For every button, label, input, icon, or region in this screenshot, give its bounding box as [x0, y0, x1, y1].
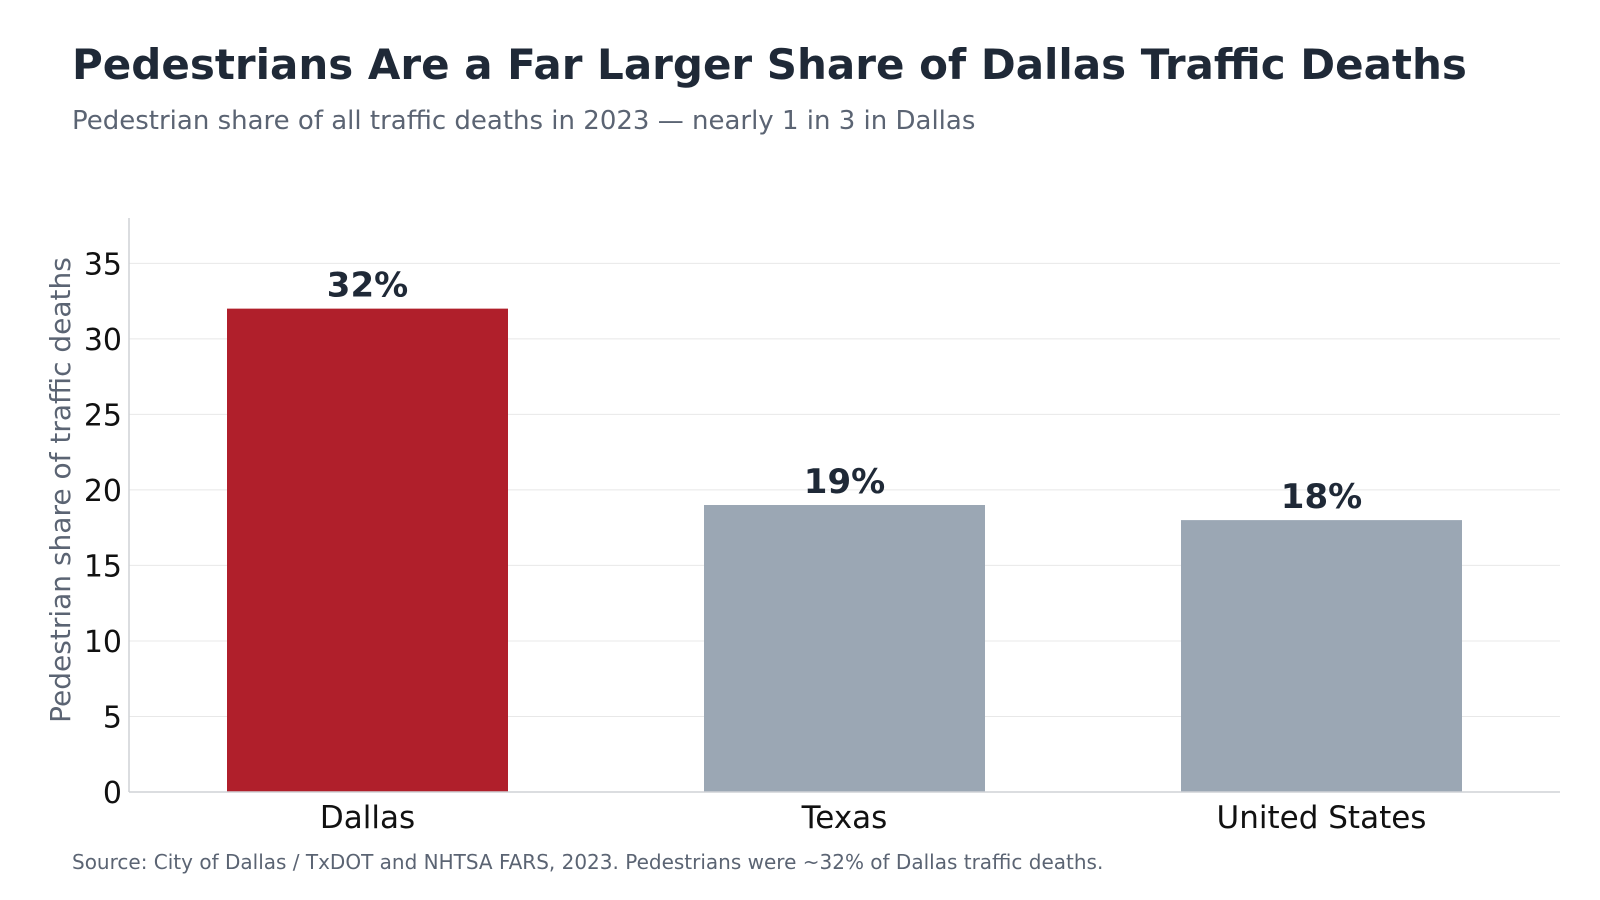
data-label: 32% [327, 266, 408, 306]
y-tick-label: 30 [84, 323, 122, 358]
bar-united-states [1181, 520, 1462, 792]
y-tick-label: 0 [103, 776, 122, 811]
x-tick-label: Texas [801, 800, 888, 836]
source-note: Source: City of Dallas / TxDOT and NHTSA… [72, 850, 1104, 874]
bar-dallas [227, 308, 508, 792]
bars: 32% 19% 18% [227, 266, 1462, 792]
chart-title: Pedestrians Are a Far Larger Share of Da… [72, 40, 1467, 89]
data-label: 19% [804, 462, 885, 502]
y-tick-label: 35 [84, 247, 122, 282]
chart-subtitle: Pedestrian share of all traffic deaths i… [72, 106, 976, 136]
y-tick-label: 20 [84, 474, 122, 509]
bar-texas [704, 505, 985, 792]
y-axis-label: Pedestrian share of traffic deaths [44, 257, 77, 723]
y-tick-label: 5 [103, 700, 122, 735]
y-tick-label: 10 [84, 625, 122, 660]
axes: 0 5 10 15 20 25 30 35 Dallas Texas United States [84, 218, 1560, 836]
x-tick-label: United States [1217, 800, 1427, 836]
data-label: 18% [1281, 477, 1362, 517]
y-tick-label: 15 [84, 549, 122, 584]
y-tick-label: 25 [84, 398, 122, 433]
x-tick-label: Dallas [320, 800, 415, 836]
